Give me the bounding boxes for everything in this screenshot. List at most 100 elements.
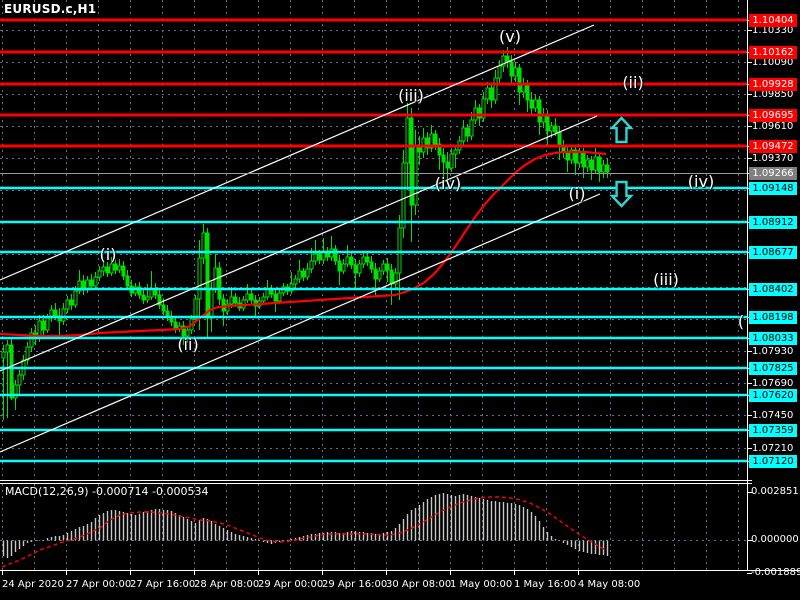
candle-body — [173, 321, 178, 330]
candle-body — [537, 99, 542, 123]
candle-body — [249, 293, 254, 301]
support-price-label: 1.08198 — [749, 311, 797, 324]
candle-body — [201, 232, 206, 259]
candle-body — [601, 164, 606, 173]
price-tick-label: 1.07450 — [752, 410, 794, 421]
candle-body — [477, 107, 482, 119]
resistance-price-label: 1.09695 — [749, 109, 797, 122]
time-tick-label: 27 Apr 00:00 — [66, 579, 132, 590]
candle-body — [357, 263, 362, 274]
candle-body — [497, 65, 502, 79]
support-price-label: 1.07120 — [749, 455, 797, 468]
candle-body — [45, 317, 50, 331]
candle-body — [105, 266, 110, 274]
macd-scale-label: 0.000000 — [751, 534, 799, 545]
candle-body — [9, 344, 14, 399]
current-price-label: 1.09266 — [749, 167, 797, 180]
channel-line — [0, 193, 601, 453]
candle-body — [445, 161, 450, 169]
time-tick-label: 24 Apr 2020 — [2, 579, 64, 590]
candle-body — [121, 265, 126, 277]
candle-body — [409, 117, 414, 206]
candle-body — [513, 67, 518, 77]
candle-body — [29, 332, 34, 348]
candle-body — [365, 256, 370, 263]
candle-body — [41, 320, 46, 331]
time-tick-label: 29 Apr 00:00 — [258, 579, 324, 590]
resistance-price-label: 1.10404 — [749, 14, 797, 27]
candle-body — [461, 127, 466, 142]
channel-line — [0, 115, 598, 372]
resistance-price-label: 1.09928 — [749, 78, 797, 91]
wave-label: (v) — [499, 27, 521, 46]
up-arrow-icon — [609, 116, 634, 144]
ma-line — [0, 150, 607, 338]
price-tick-label: 1.09370 — [752, 153, 794, 164]
candle-body — [13, 384, 18, 399]
candle-body — [605, 164, 610, 173]
candle-body — [517, 67, 522, 93]
down-arrow-icon — [609, 180, 634, 208]
candle-body — [25, 346, 30, 361]
candle-body — [309, 260, 314, 270]
time-tick-label: 30 Apr 08:00 — [386, 579, 452, 590]
candle-body — [573, 149, 578, 164]
support-price-label: 1.08033 — [749, 332, 797, 345]
candle-body — [597, 156, 602, 173]
candle-body — [565, 151, 570, 161]
candle-body — [465, 127, 470, 137]
candle-body — [161, 304, 166, 312]
time-tick-label: 4 May 08:00 — [578, 579, 641, 590]
candle-body — [501, 55, 506, 67]
time-tick-label: 1 May 16:00 — [514, 579, 577, 590]
candle-body — [425, 137, 430, 149]
candle-body — [389, 269, 394, 285]
candle-body — [209, 288, 214, 319]
price-tick-label: 1.07930 — [752, 346, 794, 357]
candle-body — [589, 159, 594, 171]
candle-body — [509, 61, 514, 77]
candle-body — [69, 299, 74, 306]
candle-body — [553, 125, 558, 133]
candle-body — [261, 296, 266, 302]
candle-body — [313, 253, 318, 262]
wave-label: ( — [737, 312, 745, 331]
time-tick-label: 28 Apr 08:00 — [194, 579, 260, 590]
candle-body — [137, 286, 142, 296]
candle-body — [381, 263, 386, 272]
candle-body — [77, 280, 82, 292]
candle-body — [73, 290, 78, 306]
price-tick-label: 1.10330 — [752, 25, 794, 36]
candle-body — [5, 344, 10, 353]
candle-body — [197, 257, 202, 300]
candle-body — [113, 263, 118, 271]
candle-body — [53, 309, 58, 317]
candle-body — [393, 272, 398, 285]
wave-label: (ii) — [622, 73, 644, 92]
time-tick-label: 1 May 00:00 — [450, 579, 513, 590]
candle-body — [125, 275, 130, 287]
candle-body — [185, 329, 190, 337]
candle-body — [225, 303, 230, 312]
candle-body — [373, 268, 378, 280]
candle-body — [61, 308, 66, 322]
candle-body — [233, 296, 238, 304]
symbol-timeframe-title: EURUSD.c,H1 — [4, 2, 97, 16]
candle-body — [549, 125, 554, 132]
wave-label: (i) — [568, 184, 586, 203]
candle-body — [369, 261, 374, 270]
candle-body — [437, 143, 442, 156]
candle-body — [141, 294, 146, 301]
wave-label: (iv) — [434, 174, 462, 193]
support-price-label: 1.07359 — [749, 424, 797, 437]
candle-body — [333, 248, 338, 262]
macd-scale-label: 0.002851 — [751, 486, 799, 497]
candle-body — [317, 253, 322, 261]
support-price-label: 1.07825 — [749, 362, 797, 375]
candle-body — [533, 99, 538, 109]
channel-line — [0, 24, 595, 281]
candle-body — [205, 232, 210, 319]
candle-body — [297, 270, 302, 280]
